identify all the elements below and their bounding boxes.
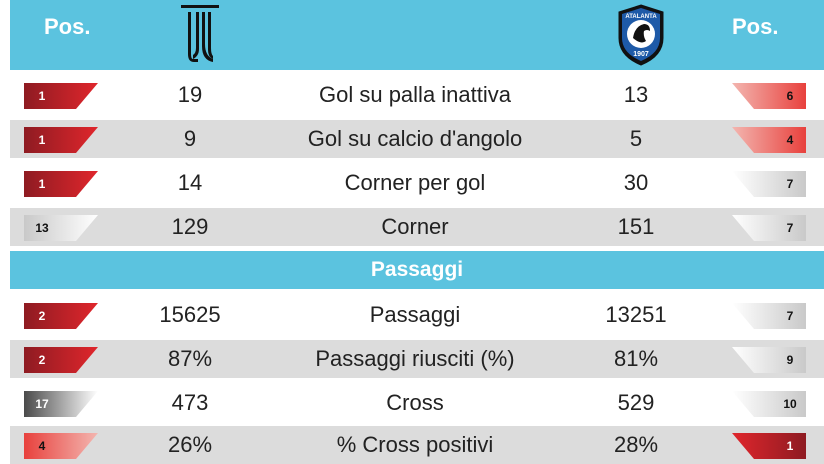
stat-row-corner: 13 129 Corner 151 7 [10, 208, 824, 246]
stat-row-cross: 17 473 Cross 529 10 [10, 384, 824, 422]
atalanta-value: 151 [617, 214, 655, 239]
stat-label: Gol su palla inattiva [319, 82, 511, 107]
juventus-value: 15625 [159, 302, 221, 327]
table-header: Pos. ATALANTA 1907 Pos. [10, 0, 824, 70]
juventus-value: 19 [177, 82, 203, 107]
right-rank-number: 1 [786, 439, 794, 453]
rank-badge-shape [24, 83, 98, 109]
left-rank-badge: 4 [24, 433, 98, 459]
atalanta-value: 28% [613, 432, 659, 457]
right-rank-number: 7 [786, 221, 794, 235]
rank-badge-shape [24, 391, 98, 417]
rank-badge-shape [732, 303, 806, 329]
rank-badge-shape [24, 215, 98, 241]
atalanta-value: 13 [623, 82, 649, 107]
rank-badge-shape [24, 433, 98, 459]
left-rank-badge: 2 [24, 347, 98, 373]
juventus-value: 9 [183, 126, 197, 151]
left-rank-number: 4 [38, 439, 46, 453]
right-rank-badge: 9 [732, 347, 806, 373]
atalanta-value: 5 [629, 126, 643, 151]
left-rank-number: 1 [38, 133, 46, 147]
stat-label: Gol su calcio d'angolo [307, 126, 523, 151]
rank-badge-shape [732, 433, 806, 459]
stat-label: Corner per gol [344, 170, 486, 195]
right-rank-number: 7 [786, 309, 794, 323]
left-rank-number: 17 [35, 397, 49, 411]
left-rank-badge: 13 [24, 215, 98, 241]
stat-label: Corner [381, 214, 449, 239]
section-header-passaggi: Passaggi [10, 251, 824, 289]
juventus-value: 87% [167, 346, 213, 371]
stat-label: Passaggi riusciti (%) [315, 346, 515, 371]
rank-badge-shape [24, 171, 98, 197]
rank-badge-shape [732, 127, 806, 153]
rank-badge-shape [732, 215, 806, 241]
left-rank-number: 2 [38, 309, 46, 323]
stat-label: Cross [386, 390, 444, 415]
rank-badge-shape [24, 347, 98, 373]
right-rank-badge: 7 [732, 303, 806, 329]
atalanta-value: 30 [623, 170, 649, 195]
left-rank-badge: 1 [24, 83, 98, 109]
left-rank-badge: 17 [24, 391, 98, 417]
rank-badge-shape [732, 83, 806, 109]
rank-badge-shape [24, 127, 98, 153]
atalanta-value: 13251 [605, 302, 667, 327]
rank-badge-shape [732, 347, 806, 373]
atalanta-logo-year: 1907 [633, 51, 649, 58]
right-rank-number: 9 [786, 353, 794, 367]
right-rank-badge: 7 [732, 215, 806, 241]
right-position-header: Pos. [732, 14, 779, 39]
left-rank-number: 1 [38, 89, 46, 103]
right-rank-badge: 10 [732, 391, 806, 417]
juventus-value: 473 [171, 390, 209, 415]
right-rank-badge: 7 [732, 171, 806, 197]
rank-badge-shape [24, 303, 98, 329]
left-rank-badge: 2 [24, 303, 98, 329]
right-rank-badge: 6 [732, 83, 806, 109]
atalanta-logo-icon: ATALANTA 1907 [616, 4, 666, 71]
juventus-value: 129 [171, 214, 209, 239]
rank-badge-shape [732, 171, 806, 197]
atalanta-logo-text: ATALANTA [625, 14, 657, 20]
stat-row-passaggi-riusciti: 2 87% Passaggi riusciti (%) 81% 9 [10, 340, 824, 378]
left-rank-number: 2 [38, 353, 46, 367]
atalanta-value: 529 [617, 390, 655, 415]
left-rank-number: 1 [38, 177, 46, 191]
stat-label: % Cross positivi [336, 432, 494, 457]
stat-row-gol-palla-inattiva: 1 19 Gol su palla inattiva 13 6 [10, 76, 824, 114]
left-rank-badge: 1 [24, 127, 98, 153]
right-rank-number: 6 [786, 89, 794, 103]
stat-row-gol-calcio-angolo: 1 9 Gol su calcio d'angolo 5 4 [10, 120, 824, 158]
right-rank-number: 4 [786, 133, 794, 147]
right-rank-number: 7 [786, 177, 794, 191]
right-rank-badge: 1 [732, 433, 806, 459]
juventus-logo-icon [180, 4, 220, 69]
left-position-header: Pos. [44, 14, 91, 39]
stat-row-cross-positivi: 4 26% % Cross positivi 28% 1 [10, 426, 824, 464]
left-rank-number: 13 [35, 221, 49, 235]
right-rank-number: 10 [783, 397, 797, 411]
rank-badge-shape [732, 391, 806, 417]
left-rank-badge: 1 [24, 171, 98, 197]
right-rank-badge: 4 [732, 127, 806, 153]
stat-label: Passaggi [369, 302, 461, 327]
atalanta-value: 81% [613, 346, 659, 371]
juventus-value: 14 [177, 170, 203, 195]
stat-row-corner-per-gol: 1 14 Corner per gol 30 7 [10, 164, 824, 202]
juventus-value: 26% [167, 432, 213, 457]
stat-row-passaggi: 2 15625 Passaggi 13251 7 [10, 296, 824, 334]
